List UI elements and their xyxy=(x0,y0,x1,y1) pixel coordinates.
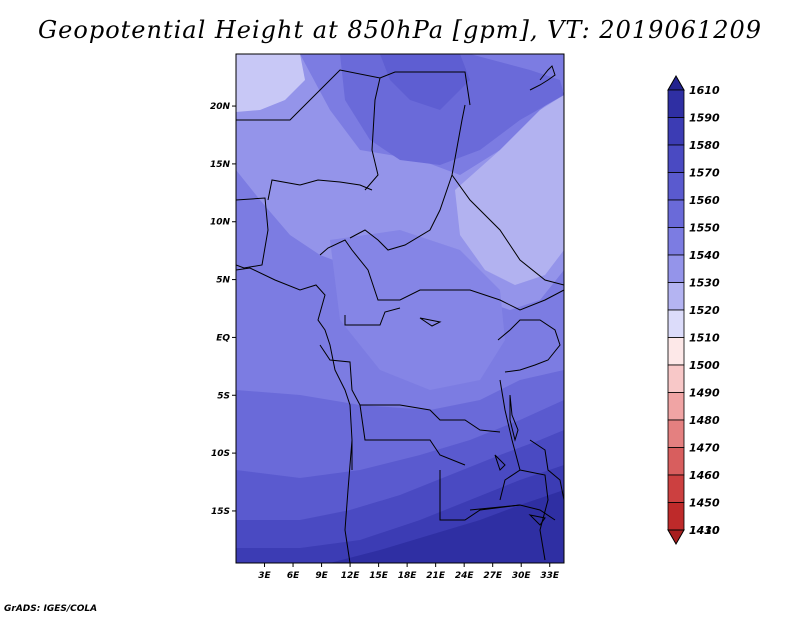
lat-tick-label: 15N xyxy=(210,160,231,170)
footer-credit: GrADS: IGES/COLA xyxy=(4,604,98,614)
lon-tick-label: 18E xyxy=(398,571,418,581)
colorbar-swatch xyxy=(667,199,685,228)
colorbar-label: 1410 xyxy=(689,524,720,537)
colorbar-label: 1550 xyxy=(689,222,720,235)
lat-tick-label: 15S xyxy=(211,507,230,517)
colorbar-top-arrow xyxy=(667,74,685,91)
lat-tick-label: 5S xyxy=(217,391,230,401)
colorbar-legend: 1610 1590 1580 1570 1560 1550 1540 1530 1520 1510… xyxy=(667,74,720,546)
colorbar-swatch xyxy=(667,282,685,311)
lon-tick-label: 6E xyxy=(287,571,300,581)
lon-tick-label: 9E xyxy=(315,571,328,581)
colorbar-label: 1520 xyxy=(689,304,720,317)
colorbar-swatch xyxy=(667,337,685,366)
lon-tick-label: 33E xyxy=(540,571,560,581)
lat-tick-label: 10S xyxy=(211,449,230,459)
lon-tick-label: 15E xyxy=(369,571,389,581)
colorbar-label: 1460 xyxy=(689,469,720,482)
colorbar-label: 1500 xyxy=(689,359,720,372)
colorbar-swatch xyxy=(667,392,685,421)
lon-tick-label: 12E xyxy=(341,571,361,581)
lat-tick-label: 10N xyxy=(210,218,231,228)
colorbar-bottom-arrow xyxy=(667,529,685,546)
latitude-axis: 20N 15N 10N 5N EQ 5S 10S 15S xyxy=(210,102,236,517)
lon-tick-label: 24E xyxy=(455,571,475,581)
colorbar-swatch xyxy=(667,502,685,531)
lon-tick-label: 21E xyxy=(426,571,446,581)
colorbar-swatch xyxy=(667,419,685,448)
colorbar-swatch xyxy=(667,117,685,146)
lat-tick-label: EQ xyxy=(216,333,230,343)
map-frame xyxy=(235,53,565,564)
colorbar-label: 1610 xyxy=(689,84,720,97)
colorbar-swatch xyxy=(667,447,685,476)
colorbar-label: 1540 xyxy=(689,249,720,262)
colorbar-swatch xyxy=(667,364,685,393)
colorbar-label: 1430 xyxy=(689,524,720,537)
country-borders xyxy=(236,65,564,563)
colorbar-label: 1510 xyxy=(689,332,720,345)
colorbar-label: 1530 xyxy=(689,277,720,290)
colorbar-swatch xyxy=(667,89,685,118)
colorbar-label: 1450 xyxy=(689,497,720,510)
lon-tick-label: 3E xyxy=(258,571,271,581)
lon-tick-label: 27E xyxy=(483,571,503,581)
colorbar-label: 1570 xyxy=(689,167,720,180)
colorbar-swatch xyxy=(667,172,685,201)
longitude-axis: 3E 6E 9E 12E 15E 18E 21E 24E 27E 30E 33E xyxy=(258,563,560,581)
colorbar-swatch xyxy=(667,144,685,173)
colorbar-swatch xyxy=(667,254,685,283)
colorbar-swatch xyxy=(667,309,685,338)
plot-title: Geopotential Height at 850hPa [gpm], VT:… xyxy=(38,16,762,44)
colorbar-label: 1590 xyxy=(689,112,720,125)
colorbar-swatch xyxy=(667,227,685,256)
colorbar-label: 1490 xyxy=(689,387,720,400)
lat-tick-label: 5N xyxy=(216,276,230,286)
colorbar-label: 1480 xyxy=(689,414,720,427)
colorbar-label: 1560 xyxy=(689,194,720,207)
lon-tick-label: 30E xyxy=(512,571,532,581)
colorbar-swatch xyxy=(667,474,685,503)
colorbar-label: 1580 xyxy=(689,139,720,152)
colorbar-label: 1470 xyxy=(689,442,720,455)
lat-tick-label: 20N xyxy=(210,102,231,112)
